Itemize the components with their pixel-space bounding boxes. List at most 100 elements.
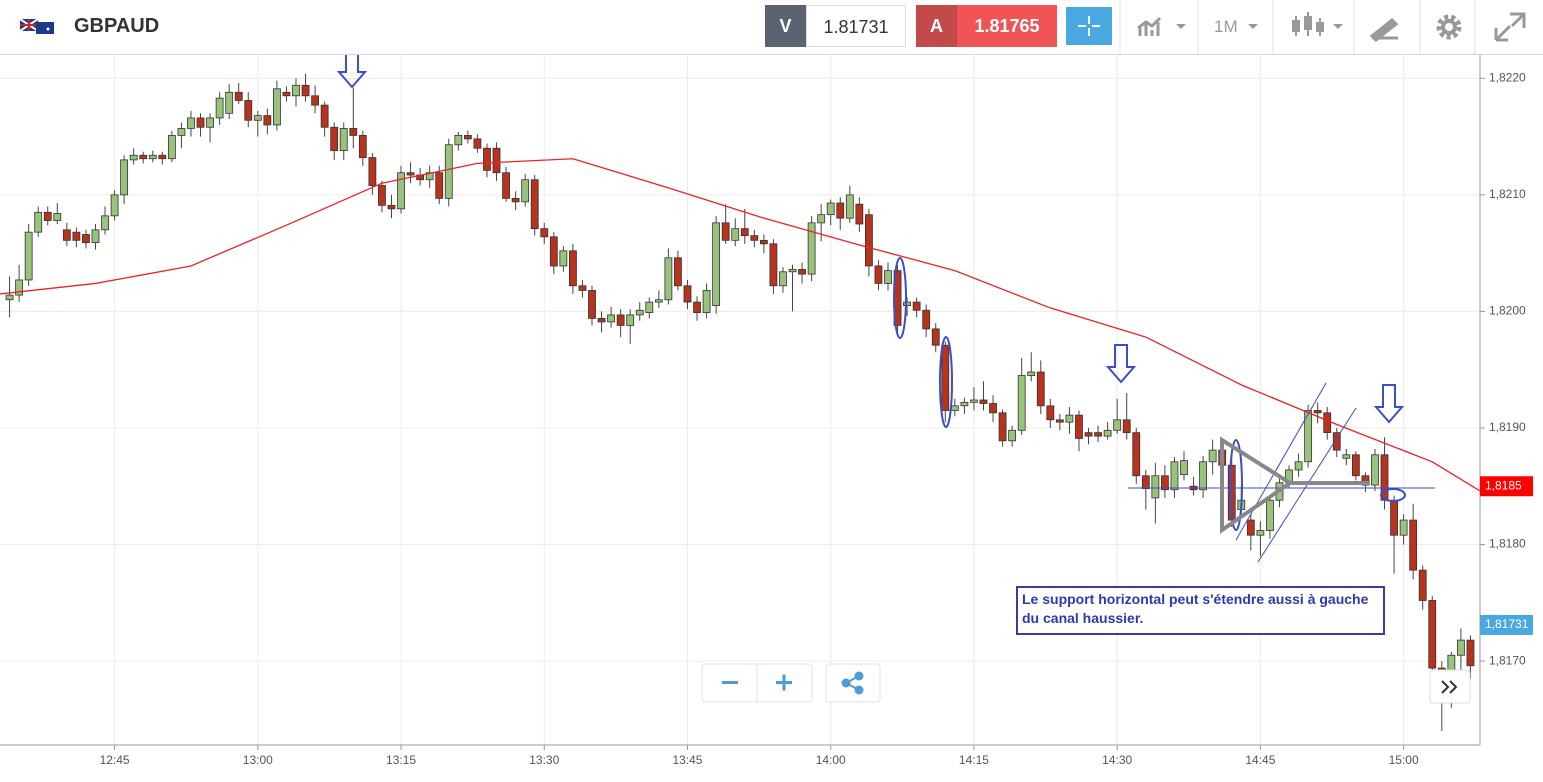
timeframe[interactable]: 1M xyxy=(1214,17,1238,36)
candle-body xyxy=(549,236,558,267)
candles-icon[interactable] xyxy=(1292,12,1343,36)
settings-icon[interactable] xyxy=(1436,14,1462,40)
candle-body xyxy=(950,405,959,411)
candle-body xyxy=(225,91,234,114)
candle-body xyxy=(187,117,195,129)
candle-body xyxy=(979,399,988,404)
candle-body xyxy=(989,403,997,414)
candle-body xyxy=(463,135,472,140)
candle-body xyxy=(1466,639,1475,667)
candle-body xyxy=(1208,449,1217,463)
chart-type[interactable] xyxy=(1137,16,1186,36)
candle-body xyxy=(244,100,253,121)
candle-body xyxy=(1036,371,1045,407)
candle-body xyxy=(1055,419,1064,423)
candle-body xyxy=(826,202,835,216)
scroll-button[interactable] xyxy=(1429,669,1471,704)
candle-body xyxy=(664,257,673,301)
candle-body xyxy=(807,222,816,275)
crosshair-button[interactable] xyxy=(1066,7,1112,45)
candle-body xyxy=(1094,432,1102,437)
sell-price[interactable]: 1.81731 xyxy=(806,5,906,47)
x-tick-label: 13:15 xyxy=(386,753,416,767)
candle-body xyxy=(1008,429,1017,442)
candle-body xyxy=(1017,375,1026,431)
candle-body xyxy=(339,128,348,151)
candle-body xyxy=(234,91,243,101)
zoom-in[interactable] xyxy=(776,674,792,691)
x-tick-label: 14:30 xyxy=(1102,753,1132,767)
candle-body xyxy=(998,412,1007,442)
y-tick-label: 1,8180 xyxy=(1489,537,1526,551)
candle-body xyxy=(559,250,568,267)
price-tag xyxy=(1480,614,1533,635)
candle-body xyxy=(1313,410,1322,414)
candle-body xyxy=(597,318,606,323)
candle-body xyxy=(788,269,797,273)
toolbar xyxy=(1119,0,1526,54)
candle-body xyxy=(731,228,740,241)
candle-body xyxy=(616,314,625,326)
candle-body xyxy=(129,154,138,161)
candle-body xyxy=(435,172,444,199)
candle-body xyxy=(311,95,319,106)
zoom-out[interactable] xyxy=(722,681,738,684)
annotation: Le support horizontal peut s'étendre aus… xyxy=(1016,586,1385,635)
candle-body xyxy=(320,104,329,128)
candle-body xyxy=(912,301,921,311)
arrow xyxy=(1105,344,1137,384)
candle-body xyxy=(1323,412,1332,434)
candle-body xyxy=(215,97,224,119)
sell-label[interactable]: V xyxy=(765,5,806,47)
header: GBPAUD V 1.81731 A 1.81765 1M xyxy=(0,0,1543,55)
candle-body xyxy=(1180,460,1188,475)
candle-body xyxy=(397,172,405,210)
candle-body xyxy=(1332,432,1341,451)
candle-body xyxy=(1361,475,1370,486)
buy-label[interactable]: A xyxy=(916,5,957,47)
candle-body xyxy=(177,128,186,136)
x-tick-label: 14:15 xyxy=(959,753,989,767)
draw-icon[interactable] xyxy=(1369,17,1399,43)
candle-body xyxy=(693,301,701,313)
candle-body xyxy=(1199,461,1207,491)
candle-body xyxy=(120,159,129,196)
x-tick-label: 12:45 xyxy=(100,753,130,767)
candle-body xyxy=(569,250,577,287)
buy-price[interactable]: 1.81765 xyxy=(957,5,1057,47)
y-tick-label: 1,8210 xyxy=(1489,187,1526,201)
candle-body xyxy=(702,290,711,313)
y-tick-label: 1,8190 xyxy=(1489,420,1526,434)
candle-body xyxy=(368,157,377,186)
candle-body xyxy=(158,154,167,160)
candle-body xyxy=(282,91,291,97)
candle-body xyxy=(578,285,587,291)
candle-body xyxy=(511,197,520,203)
candle-body xyxy=(139,154,148,160)
candle-body xyxy=(674,257,682,287)
candle-body xyxy=(1390,499,1398,536)
candle-body xyxy=(759,239,768,245)
share[interactable] xyxy=(841,671,864,695)
candle-body xyxy=(1161,475,1169,491)
scroll-icon xyxy=(1441,680,1458,694)
candle-body xyxy=(607,314,615,323)
symbol: GBPAUD xyxy=(74,15,160,37)
candle-body xyxy=(5,294,14,301)
candle-body xyxy=(1304,410,1313,463)
fullscreen-icon[interactable] xyxy=(1494,12,1526,42)
candle-body xyxy=(206,117,214,128)
timeframe-arrow[interactable] xyxy=(1248,24,1258,29)
share-box xyxy=(825,663,881,703)
candle-body xyxy=(1342,454,1351,459)
candle-body xyxy=(349,128,358,136)
x-tick-label: 14:45 xyxy=(1245,753,1275,767)
candle-body xyxy=(1103,429,1112,437)
triangle xyxy=(1220,436,1294,534)
x-tick-label: 13:00 xyxy=(243,753,273,767)
candle-body xyxy=(15,279,23,296)
zoom-controls xyxy=(701,663,1471,704)
ellipse xyxy=(893,257,907,339)
candle-body xyxy=(292,84,300,97)
